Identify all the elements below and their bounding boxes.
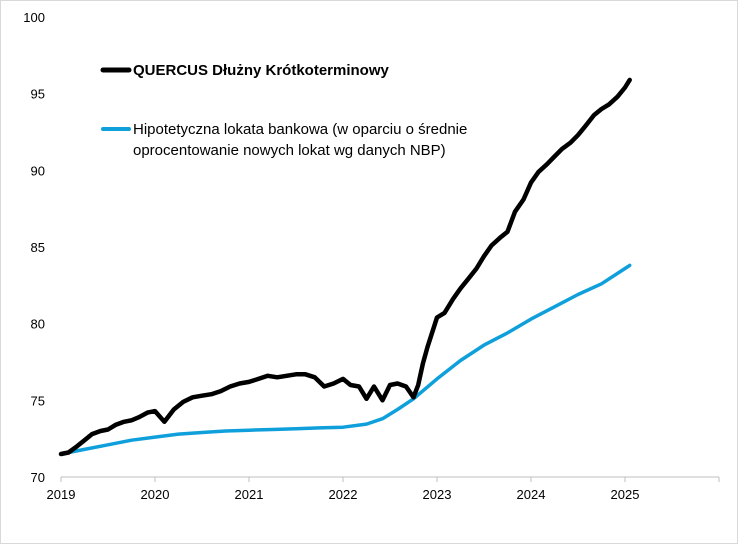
- axes: [60, 476, 720, 482]
- x-tick-label-2023: 2023: [423, 487, 452, 502]
- y-tick-label-75: 75: [31, 393, 45, 408]
- legend-label-quercus: QUERCUS Dłużny Krótkoterminowy: [133, 62, 390, 79]
- legend: QUERCUS Dłużny Krótkoterminowy Hipotetyc…: [100, 62, 467, 159]
- legend-label-lokata-line1: Hipotetyczna lokata bankowa (w oparciu o…: [133, 121, 467, 138]
- y-tick-label-85: 85: [31, 240, 45, 255]
- x-tick-label-2022: 2022: [329, 487, 358, 502]
- series-line-quercus: [58, 77, 632, 457]
- legend-label-lokata-line2: oprocentowanie nowych lokat wg danych NB…: [133, 142, 446, 159]
- x-axis-labels: 2019 2020 2021 2022 2023 2024 2025: [47, 487, 640, 502]
- x-tick-label-2024: 2024: [517, 487, 546, 502]
- y-tick-label-80: 80: [31, 317, 45, 332]
- x-tick-label-2020: 2020: [141, 487, 170, 502]
- series-lines: [58, 77, 632, 457]
- y-tick-label-90: 90: [31, 163, 45, 178]
- y-tick-label-95: 95: [31, 87, 45, 102]
- y-tick-label-100: 100: [23, 10, 45, 25]
- x-tick-label-2021: 2021: [235, 487, 264, 502]
- y-axis-labels: 70 75 80 85 90 95 100: [23, 10, 45, 485]
- x-tick-label-2025: 2025: [611, 487, 640, 502]
- series-line-lokata: [59, 263, 632, 456]
- y-tick-label-70: 70: [31, 470, 45, 485]
- x-tick-label-2019: 2019: [47, 487, 76, 502]
